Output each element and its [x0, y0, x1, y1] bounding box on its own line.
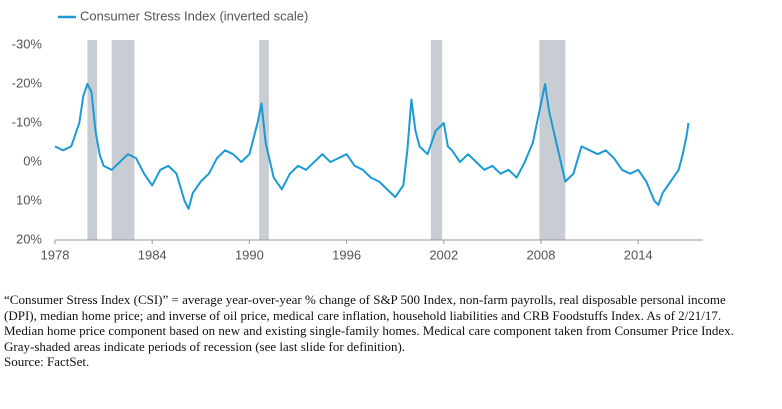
recession-band: [87, 40, 98, 240]
series-line: [54, 83, 690, 210]
recession-band: [111, 40, 135, 240]
y-tick-label: 20%: [16, 231, 42, 246]
source: Source: FactSet.: [4, 354, 90, 369]
x-tick-label: 1978: [41, 247, 70, 262]
x-tick-label: 1996: [332, 247, 361, 262]
y-tick-label: -20%: [12, 75, 43, 90]
y-tick-label: -30%: [12, 36, 43, 51]
x-tick-label: 1984: [138, 247, 167, 262]
y-tick-label: 0%: [23, 153, 42, 168]
x-tick-label: 2014: [624, 247, 653, 262]
footnote: “Consumer Stress Index (CSI)” = average …: [4, 292, 734, 354]
recession-band: [259, 40, 269, 240]
footnote-block: “Consumer Stress Index (CSI)” = average …: [4, 292, 756, 370]
recession-band: [430, 40, 443, 240]
x-tick-label: 2008: [527, 247, 556, 262]
y-tick-label: -10%: [12, 114, 43, 129]
y-tick-label: 10%: [16, 192, 42, 207]
recession-band: [539, 40, 566, 240]
legend-label: Consumer Stress Index (inverted scale): [80, 8, 308, 23]
chart: Consumer Stress Index (inverted scale) -…: [12, 8, 703, 262]
x-tick-label: 1990: [235, 247, 264, 262]
x-tick-label: 2002: [429, 247, 458, 262]
